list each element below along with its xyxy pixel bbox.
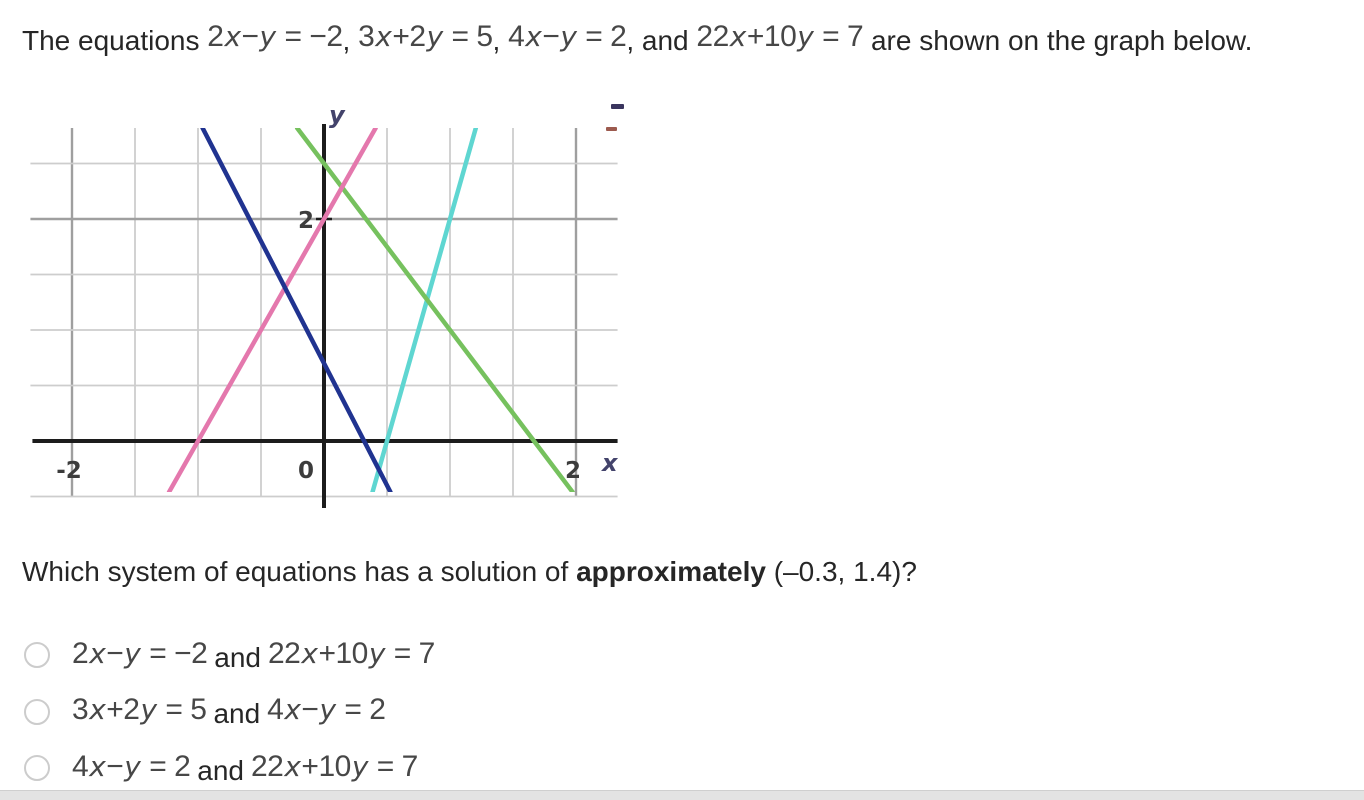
artifact-red-dash: [606, 127, 617, 131]
option-conjunction: and: [214, 641, 261, 673]
graph-line: [370, 127, 479, 493]
title-equation: 4x−y = 2: [508, 20, 627, 53]
option-equation-1: 3x+2y = 5: [72, 693, 207, 726]
option-row[interactable]: 4x−y = 2 and 22x+10y = 7: [24, 748, 418, 788]
option-equation-2: 22x+10y = 7: [250, 749, 418, 783]
radio-button[interactable]: [24, 642, 50, 668]
option-label: 2x−y = −2 and 22x+10y = 7: [72, 637, 435, 674]
x-tick-label: 0: [298, 458, 314, 484]
title-text: are shown on the graph below.: [863, 25, 1253, 56]
title-equation: 2x−y = −2: [207, 20, 343, 53]
option-conjunction: and: [197, 754, 244, 786]
question-bold: approximately: [576, 556, 766, 587]
title-text: ,: [492, 25, 509, 56]
radio-button[interactable]: [24, 755, 50, 781]
option-equation-2: 4x−y = 2: [267, 693, 386, 726]
title-text: The equations: [22, 25, 208, 56]
artifact-navy-dash: [611, 104, 624, 109]
option-label: 3x+2y = 5 and 4x−y = 2: [72, 693, 386, 730]
y-axis-label: y: [329, 101, 346, 129]
title-equation: 3x+2y = 5: [358, 20, 493, 53]
graph-line: [294, 127, 575, 493]
option-equation-1: 2x−y = −2: [72, 636, 208, 670]
question-post: (–0.3, 1.4)?: [765, 556, 917, 587]
graph-line: [166, 127, 378, 493]
graph-line: [200, 127, 393, 493]
x-axis-label: x: [601, 449, 619, 477]
bottom-divider: [0, 790, 1364, 800]
question-title: The equations 2x−y = −2, 3x+2y = 5, 4x−y…: [22, 18, 1352, 60]
option-row[interactable]: 2x−y = −2 and 22x+10y = 7: [24, 635, 435, 675]
graph-figure: -2 0 2 2 x y: [30, 98, 625, 512]
option-label: 4x−y = 2 and 22x+10y = 7: [72, 750, 418, 787]
option-equation-2: 22x+10y = 7: [268, 636, 435, 670]
y-tick-label: 2: [298, 208, 314, 234]
option-row[interactable]: 3x+2y = 5 and 4x−y = 2: [24, 692, 386, 732]
x-tick-label: 2: [565, 458, 581, 484]
question-text: Which system of equations has a solution…: [22, 553, 917, 591]
radio-button[interactable]: [24, 698, 50, 725]
title-text: ,: [342, 25, 359, 56]
question-pre: Which system of equations has a solution…: [22, 556, 577, 587]
option-conjunction: and: [213, 698, 261, 729]
option-equation-1: 4x−y = 2: [72, 749, 191, 783]
title-equation: 22x+10y = 7: [696, 20, 864, 53]
title-text: , and: [626, 25, 697, 56]
x-tick-label: -2: [56, 458, 82, 484]
